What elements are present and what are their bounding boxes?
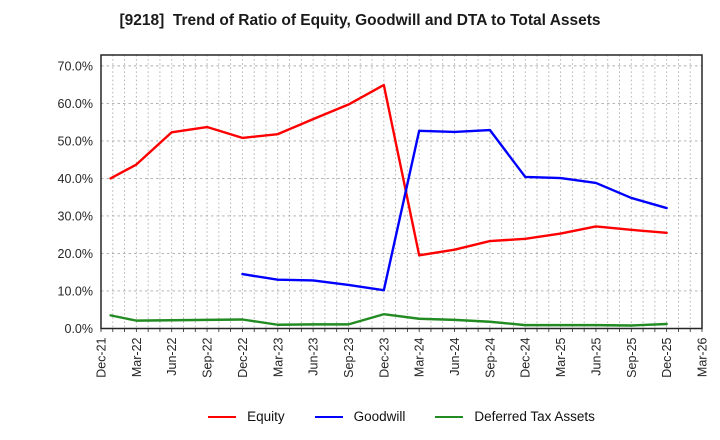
y-tick-label: 30.0%: [58, 209, 93, 223]
y-tick-label: 10.0%: [58, 284, 93, 298]
x-tick-label: Mar-23: [271, 337, 285, 377]
y-tick-label: 70.0%: [58, 59, 93, 73]
legend-label-dta: Deferred Tax Assets: [474, 409, 595, 425]
chart-title: [9218] Trend of Ratio of Equity, Goodwil…: [119, 12, 601, 29]
x-tick-label: Dec-23: [377, 337, 391, 377]
x-tick-label: Jun-25: [589, 337, 603, 375]
equity-line-swatch-icon: [208, 416, 237, 418]
y-tick-label: 20.0%: [58, 247, 93, 261]
x-tick-label: Sep-25: [625, 337, 639, 377]
legend: Equity Goodwill Deferred Tax Assets: [101, 406, 702, 428]
x-tick-label: Jun-24: [448, 337, 462, 375]
dta-line-swatch-icon: [435, 416, 464, 418]
x-tick-label: Sep-22: [201, 337, 215, 377]
x-tick-label: Jun-23: [307, 337, 321, 375]
x-tick-label: Mar-26: [696, 337, 710, 377]
y-tick-label: 60.0%: [58, 97, 93, 111]
series-line-deferred-tax-assets: [109, 313, 668, 327]
x-tick-label: Sep-23: [342, 337, 356, 377]
legend-label-equity: Equity: [247, 409, 285, 425]
series-line-goodwill: [241, 128, 668, 292]
x-tick-label: Jun-22: [165, 337, 179, 375]
y-tick-label: 40.0%: [58, 172, 93, 186]
series-line-equity: [109, 83, 668, 257]
x-tick-label: Mar-22: [130, 337, 144, 377]
legend-item-dta: Deferred Tax Assets: [435, 410, 595, 424]
x-tick-label: Mar-25: [554, 337, 568, 377]
goodwill-line-swatch-icon: [314, 416, 343, 418]
x-tick-label: Sep-24: [483, 337, 497, 377]
legend-item-goodwill: Goodwill: [314, 409, 406, 425]
x-tick-label: Dec-22: [236, 337, 250, 377]
x-tick-label: Mar-24: [413, 337, 427, 377]
x-tick-label: Dec-25: [660, 337, 674, 377]
legend-item-equity: Equity: [208, 410, 285, 424]
x-tick-label: Dec-21: [95, 337, 109, 377]
y-tick-label: 50.0%: [58, 134, 93, 148]
legend-label-goodwill: Goodwill: [353, 409, 406, 425]
x-tick-label: Dec-24: [519, 337, 533, 377]
y-tick-label: 0.0%: [65, 322, 94, 336]
plot-border: [100, 54, 703, 330]
